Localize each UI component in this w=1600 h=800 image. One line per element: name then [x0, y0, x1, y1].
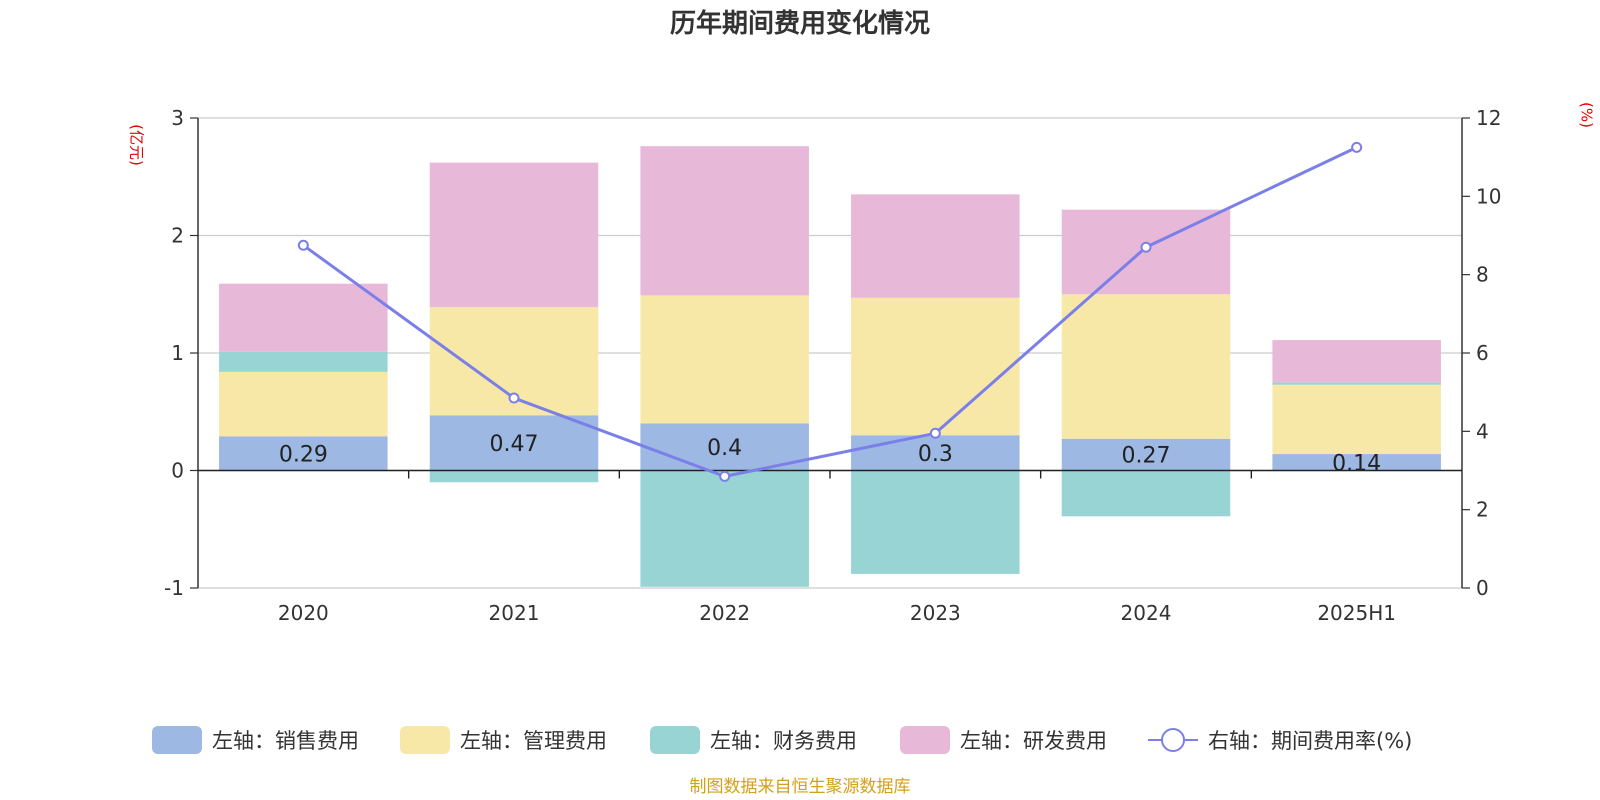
legend-label-4: 右轴：期间费用率(%) [1208, 729, 1412, 753]
rate-point-2022 [719, 470, 731, 482]
data-label-2021: 0.47 [490, 432, 539, 457]
legend: 左轴：销售费用 左轴：管理费用 左轴：财务费用 左轴：研发费用 右轴：期间费用率(%) [152, 726, 1412, 754]
legend-label-1: 左轴：管理费用 [460, 729, 607, 753]
legend-label-2: 左轴：财务费用 [710, 729, 857, 753]
bar-series3-2023 [851, 194, 1020, 298]
category-label-2023: 2023 [910, 601, 961, 625]
left-axis-tick-label: -1 [164, 576, 184, 600]
rate-point-2024 [1140, 241, 1152, 253]
legend-swatch-1 [400, 726, 450, 754]
category-label-2025h1: 2025H1 [1317, 601, 1396, 625]
bar-series0-2024 [1061, 438, 1231, 471]
bar-series3-2022 [640, 146, 809, 296]
rate-line [297, 141, 1363, 482]
bar-series0-2020 [219, 436, 388, 471]
bar-series3-2021 [429, 162, 599, 308]
bar-series1-2023 [851, 297, 1020, 436]
legend-swatch-0 [152, 726, 202, 754]
category-label-2021: 2021 [489, 601, 540, 625]
data-label-2023: 0.3 [918, 442, 953, 467]
legend-swatch-3 [900, 726, 950, 754]
bar-series1-2022 [640, 295, 809, 424]
bar-series1-2025h1 [1272, 384, 1441, 455]
left-axis-tick-label: 0 [171, 459, 184, 483]
data-label-2024: 0.27 [1122, 444, 1171, 469]
rate-point-2023 [929, 427, 941, 439]
bar-series3-2025h1 [1272, 340, 1441, 383]
right-axis-unit: (%) [1578, 102, 1596, 128]
legend-swatch-2 [650, 726, 700, 754]
category-label-2020: 2020 [278, 601, 329, 625]
bar-series0-2022 [640, 423, 809, 471]
bar-series1-2020 [219, 371, 388, 437]
data-label-2022: 0.4 [707, 436, 742, 461]
bar-series2-2020 [219, 351, 388, 372]
left-axis-tick-label: 2 [171, 224, 184, 248]
right-axis-tick-label: 4 [1476, 419, 1489, 443]
legend-label-0: 左轴：销售费用 [212, 729, 359, 753]
right-axis-tick-label: 2 [1476, 498, 1489, 522]
data-labels: 0.29 0.47 0.4 0.3 0.27 0.14 [279, 432, 1381, 476]
rate-line-path [302, 146, 1358, 478]
category-label-2022: 2022 [699, 601, 750, 625]
bar-series2-2024 [1061, 470, 1231, 517]
rate-point-2025h1 [1351, 141, 1363, 153]
rate-point-2020 [297, 239, 309, 251]
bar-series3-2020 [219, 283, 388, 352]
right-axis-tick-label: 0 [1476, 576, 1489, 600]
right-axis-tick-label: 8 [1476, 263, 1489, 287]
bar-series0-2021 [429, 415, 599, 471]
bar-series2-2023 [851, 470, 1020, 574]
right-axis-tick-label: 6 [1476, 341, 1489, 365]
bar-series0-2025h1 [1272, 454, 1441, 471]
bar-series2-2025h1 [1272, 382, 1441, 385]
bar-series0-2023 [851, 435, 1020, 471]
bar-series2-2021 [429, 470, 599, 483]
source-note: 制图数据来自恒生聚源数据库 [690, 777, 911, 797]
category-label-2024: 2024 [1121, 601, 1172, 625]
left-axis-unit: (亿元) [128, 124, 146, 166]
right-axis-tick-label: 10 [1476, 184, 1501, 208]
bar-series2-2022 [640, 470, 809, 587]
legend-marker-icon [1161, 728, 1185, 752]
bars [219, 146, 1441, 587]
left-axis-tick-label: 1 [171, 341, 184, 365]
right-axis-tick-label: 12 [1476, 106, 1501, 130]
left-axis-tick-label: 3 [171, 106, 184, 130]
data-label-2020: 0.29 [279, 442, 328, 467]
data-label-2025h1: 0.14 [1332, 451, 1381, 476]
chart-title: 历年期间费用变化情况 [670, 8, 930, 39]
legend-label-3: 左轴：研发费用 [960, 729, 1107, 753]
bar-series1-2024 [1061, 294, 1231, 439]
rate-point-2021 [508, 392, 520, 404]
